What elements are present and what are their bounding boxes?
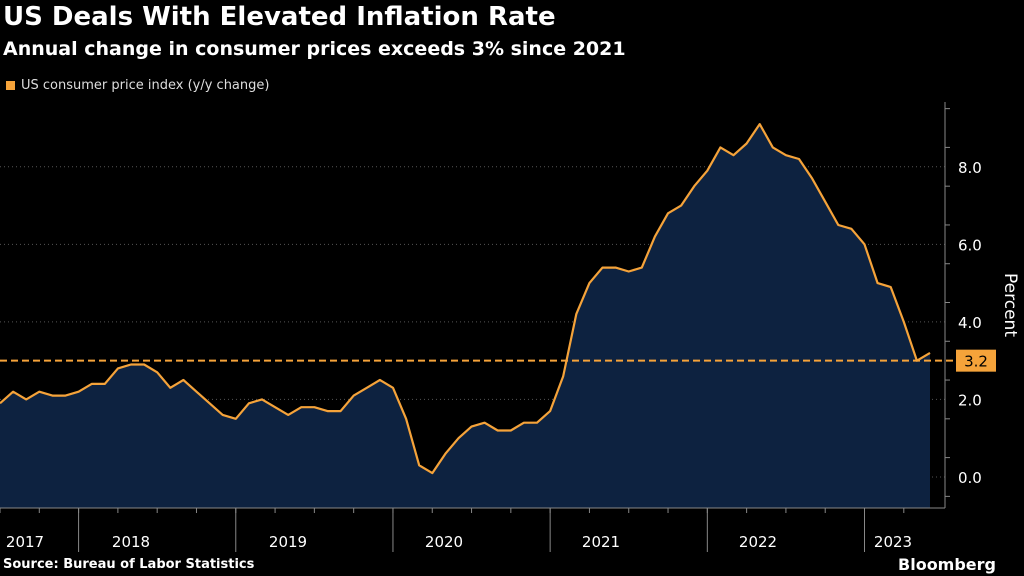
chart-title: US Deals With Elevated Inflation Rate xyxy=(3,2,556,32)
y-tick-label-6.0: 6.0 xyxy=(958,236,982,254)
x-tick-label-2018: 2018 xyxy=(112,533,150,551)
x-tick-label-2019: 2019 xyxy=(269,533,307,551)
x-tick-label-2022: 2022 xyxy=(739,533,777,551)
x-tick-label-2023: 2023 xyxy=(874,533,912,551)
legend-swatch xyxy=(6,81,15,90)
x-tick-label-2017: 2017 xyxy=(6,533,44,551)
y-axis-label: Percent xyxy=(1000,273,1020,337)
area-fill xyxy=(0,124,930,508)
reference-label: 3.2 xyxy=(964,353,988,371)
series-line-cpi xyxy=(0,123,931,475)
reference-label-box xyxy=(956,349,996,372)
x-tick-label-2021: 2021 xyxy=(582,533,620,551)
y-tick-label-2.0: 2.0 xyxy=(958,391,982,409)
legend-label: US consumer price index (y/y change) xyxy=(21,78,270,93)
legend: US consumer price index (y/y change) xyxy=(6,78,269,93)
y-tick-label-8.0: 8.0 xyxy=(958,159,982,177)
chart-subtitle: Annual change in consumer prices exceeds… xyxy=(3,38,626,60)
y-tick-label-4.0: 4.0 xyxy=(958,314,982,332)
source-note: Source: Bureau of Labor Statistics xyxy=(3,557,255,572)
y-tick-label-0.0: 0.0 xyxy=(958,469,982,487)
axis-layer: 0.0 2.0 4.0 6.0 8.0 2017 2018 2019 2020 2021 2022 2… xyxy=(0,102,982,552)
bloomberg-logo: Bloomberg xyxy=(898,555,996,574)
x-tick-label-2020: 2020 xyxy=(425,533,463,551)
area-layer xyxy=(0,123,931,508)
reference-layer: 3.2 xyxy=(0,349,996,372)
